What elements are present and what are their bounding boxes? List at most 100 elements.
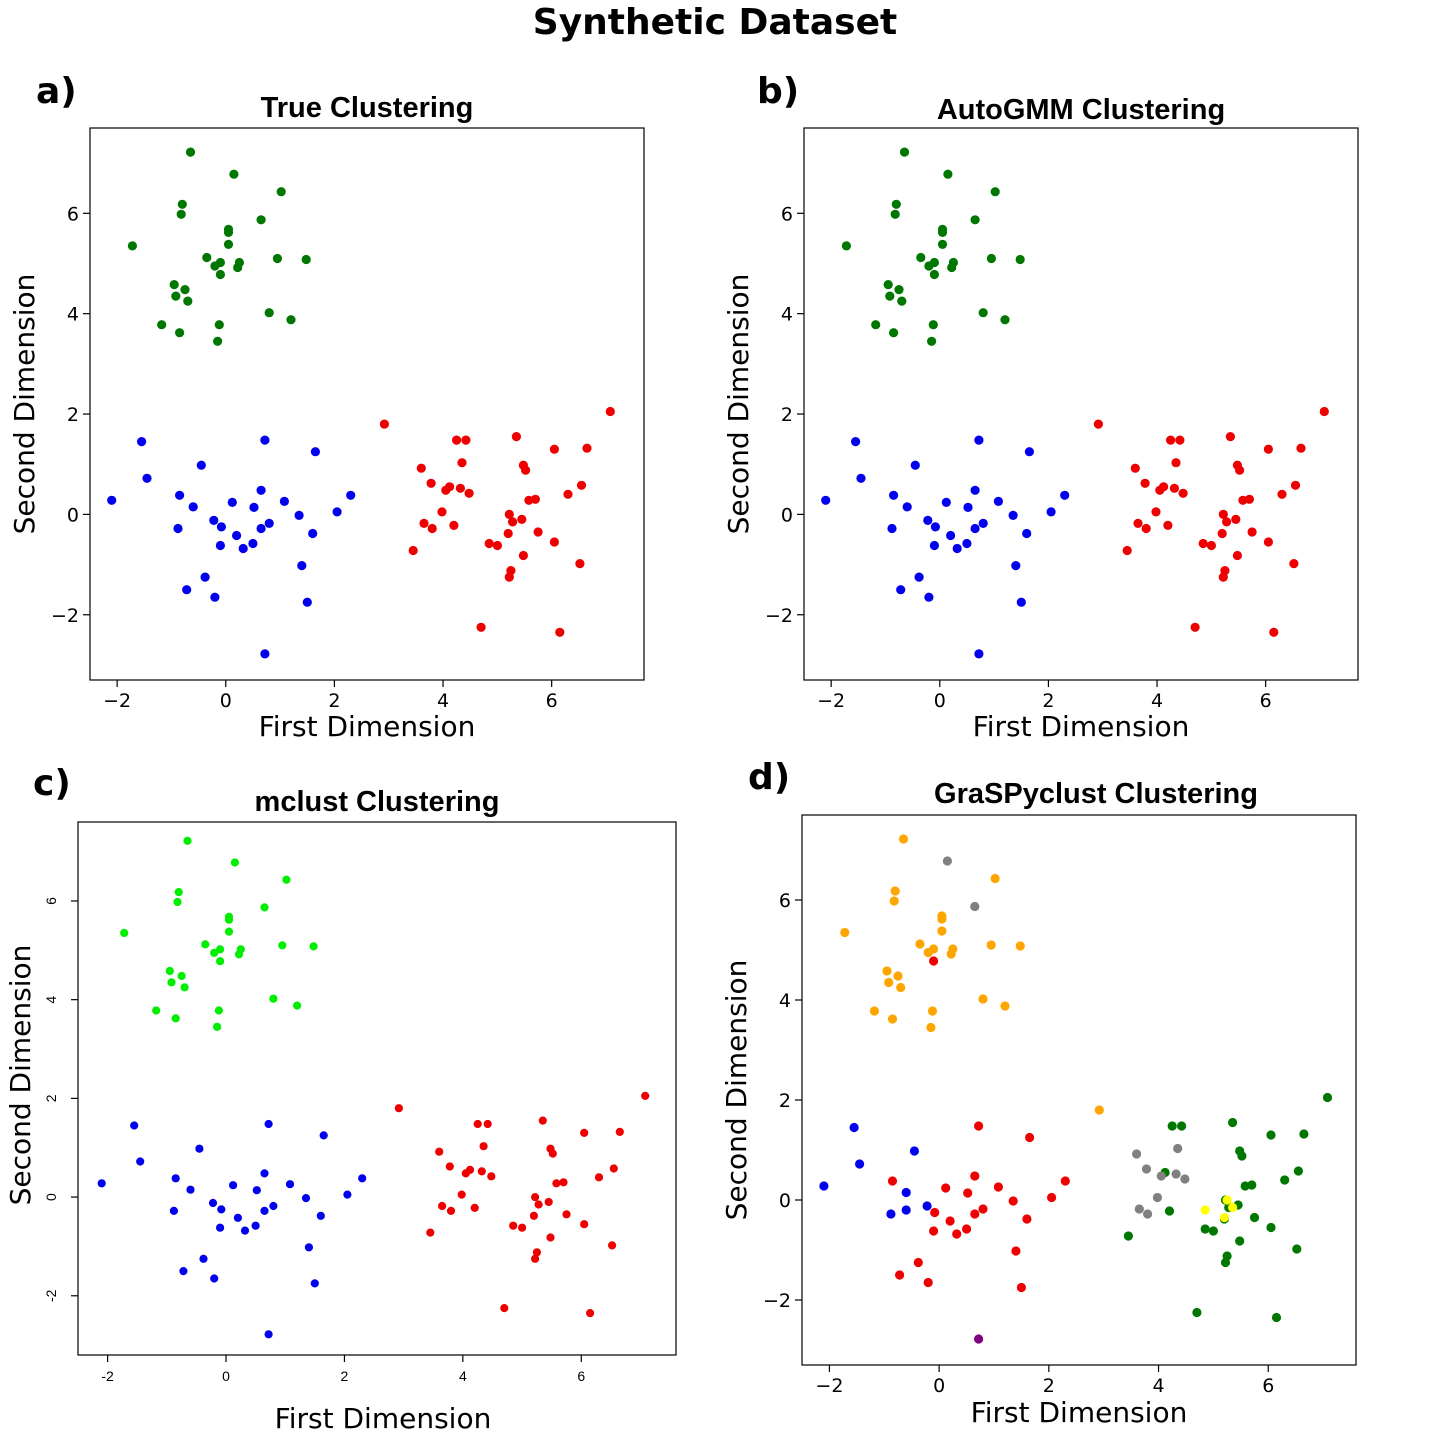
data-point bbox=[269, 1201, 278, 1211]
data-point bbox=[943, 169, 953, 179]
data-point bbox=[210, 592, 220, 602]
data-point bbox=[1141, 523, 1151, 534]
data-point bbox=[435, 1147, 444, 1156]
data-point bbox=[301, 254, 311, 265]
y-tick-label: 6 bbox=[67, 203, 79, 225]
data-point bbox=[1015, 941, 1025, 951]
data-point bbox=[990, 873, 1000, 884]
x-axis-label: First Dimension bbox=[973, 710, 1190, 743]
data-point bbox=[408, 545, 418, 556]
data-point bbox=[210, 1274, 219, 1283]
data-point bbox=[586, 1309, 595, 1318]
y-tick-label: 0 bbox=[67, 504, 79, 526]
data-point bbox=[524, 495, 534, 505]
data-point bbox=[426, 1228, 435, 1237]
data-point bbox=[223, 227, 234, 237]
data-point bbox=[1173, 1143, 1183, 1154]
x-tick-label: 0 bbox=[220, 690, 232, 712]
data-point bbox=[1171, 1169, 1181, 1179]
data-point bbox=[902, 502, 912, 512]
data-point bbox=[897, 296, 907, 306]
data-point bbox=[894, 285, 904, 295]
data-point bbox=[1266, 1222, 1276, 1233]
y-tick-label: 4 bbox=[67, 304, 79, 326]
data-point bbox=[582, 443, 592, 453]
y-tick-label: −2 bbox=[765, 605, 793, 627]
data-point bbox=[176, 209, 186, 219]
data-point bbox=[511, 432, 521, 442]
data-point bbox=[264, 518, 274, 529]
data-point bbox=[278, 941, 287, 950]
y-tick-label: −2 bbox=[763, 1290, 791, 1312]
data-point bbox=[1046, 507, 1056, 517]
panel-label: b) bbox=[757, 71, 799, 112]
data-point bbox=[915, 939, 925, 949]
data-point bbox=[937, 227, 948, 237]
y-tick-label: 6 bbox=[781, 203, 793, 225]
data-point bbox=[1266, 1130, 1276, 1140]
data-point bbox=[216, 957, 225, 966]
data-point bbox=[1155, 485, 1165, 495]
data-point bbox=[990, 187, 1000, 197]
data-point bbox=[504, 572, 514, 582]
data-point bbox=[896, 982, 906, 993]
data-point bbox=[970, 485, 980, 495]
data-point bbox=[304, 1243, 313, 1252]
data-point bbox=[142, 473, 152, 483]
data-point bbox=[929, 956, 939, 966]
data-point bbox=[559, 1178, 568, 1187]
data-point bbox=[1022, 528, 1032, 539]
data-point bbox=[260, 435, 270, 445]
data-point bbox=[887, 1176, 898, 1186]
data-point bbox=[276, 187, 286, 197]
x-tick-label: 6 bbox=[1262, 1375, 1274, 1397]
data-point bbox=[165, 966, 174, 976]
y-tick-label: 4 bbox=[43, 996, 59, 1004]
data-point bbox=[910, 460, 920, 470]
data-point bbox=[174, 888, 183, 897]
data-point bbox=[195, 1144, 204, 1153]
y-tick-label: -2 bbox=[43, 1289, 59, 1302]
data-point bbox=[173, 897, 182, 907]
data-point bbox=[1123, 1231, 1133, 1241]
data-point bbox=[986, 253, 997, 264]
data-point bbox=[952, 1229, 962, 1239]
data-point bbox=[504, 509, 514, 519]
data-point bbox=[249, 502, 259, 512]
data-point bbox=[942, 856, 953, 866]
data-point bbox=[563, 489, 573, 499]
data-point bbox=[487, 1172, 496, 1181]
data-point bbox=[1292, 1244, 1302, 1254]
panel-title: AutoGMM Clustering bbox=[937, 94, 1225, 126]
data-point bbox=[885, 291, 895, 301]
data-point bbox=[229, 1181, 238, 1190]
data-point bbox=[260, 1169, 269, 1178]
data-point bbox=[256, 485, 266, 495]
x-tick-label: -2 bbox=[101, 1368, 114, 1384]
data-point bbox=[1164, 1206, 1175, 1216]
data-point bbox=[895, 1270, 905, 1280]
data-point bbox=[937, 239, 948, 249]
data-point bbox=[615, 1127, 624, 1137]
data-point bbox=[538, 1116, 547, 1125]
data-point bbox=[1047, 1192, 1057, 1203]
data-point bbox=[901, 1187, 911, 1198]
data-point bbox=[507, 517, 518, 527]
data-point bbox=[223, 239, 234, 249]
data-point bbox=[974, 649, 984, 659]
data-point bbox=[993, 496, 1004, 506]
data-point bbox=[533, 527, 543, 537]
data-point bbox=[137, 437, 147, 447]
data-point bbox=[1240, 1181, 1250, 1191]
data-point bbox=[256, 523, 266, 534]
data-point bbox=[1208, 1226, 1218, 1236]
data-point bbox=[1163, 520, 1173, 531]
data-point bbox=[552, 1179, 561, 1188]
data-point bbox=[230, 858, 239, 867]
data-point bbox=[1280, 1175, 1290, 1185]
data-point bbox=[929, 269, 940, 280]
plot-frame bbox=[803, 127, 1359, 681]
data-point bbox=[546, 1233, 555, 1242]
data-point bbox=[534, 1200, 543, 1209]
data-point bbox=[214, 1006, 223, 1015]
